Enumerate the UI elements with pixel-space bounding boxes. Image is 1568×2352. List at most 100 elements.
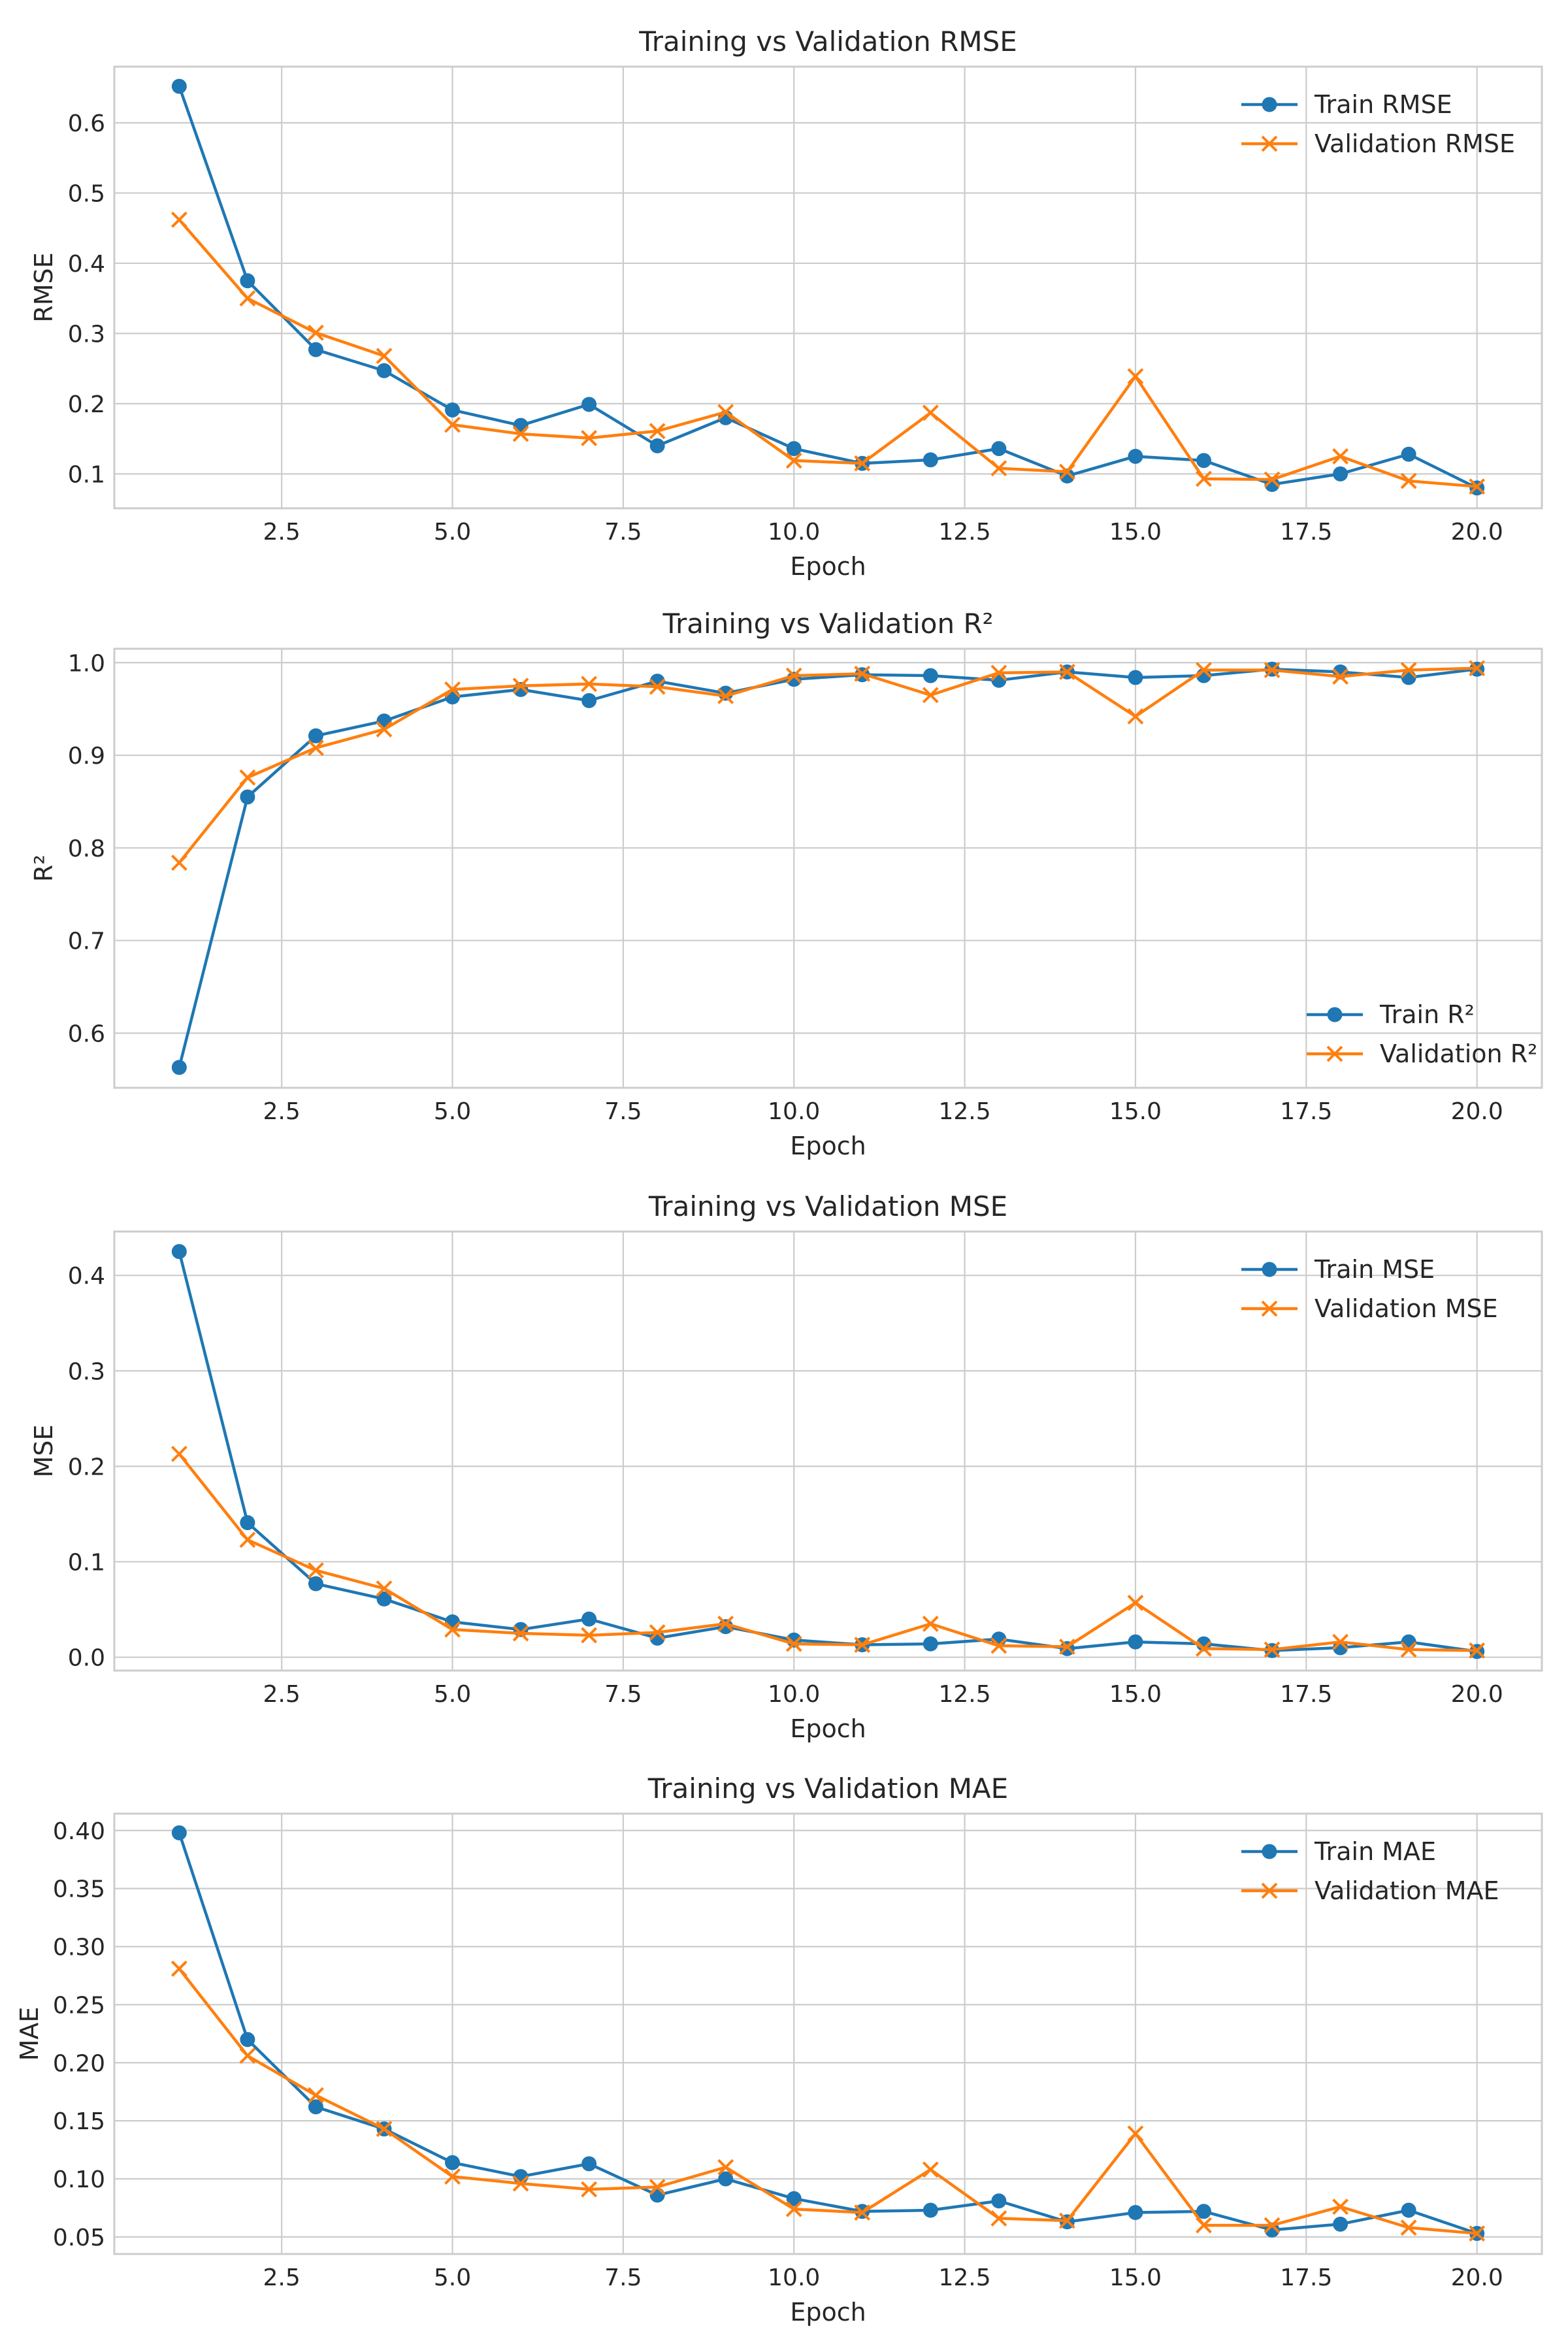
data-point-marker — [307, 740, 324, 757]
x-tick-label: 15.0 — [1109, 2264, 1162, 2291]
data-point-marker — [308, 1576, 323, 1592]
data-point-marker — [785, 667, 802, 684]
x-tick-label: 17.5 — [1280, 1098, 1332, 1125]
x-tick-label: 2.5 — [263, 1098, 301, 1125]
data-point-marker — [308, 728, 323, 743]
legend-marker — [1261, 1300, 1278, 1317]
data-point-marker — [171, 1445, 188, 1462]
x-tick-label: 20.0 — [1451, 2264, 1503, 2291]
x-tick-label: 20.0 — [1451, 1681, 1503, 1708]
data-point-marker — [1264, 471, 1281, 488]
axes-frame — [113, 647, 1543, 1089]
legend-label: Validation MAE — [1315, 1876, 1499, 1905]
data-point-marker — [1401, 2202, 1416, 2218]
chart-panel-1: 2.5 5.0 7.5 10.0 12.5 15.0 17.5 20.0 0.1 0.2 0.3 0.… — [29, 25, 1543, 581]
data-point-marker — [649, 2179, 666, 2195]
y-tick-label: 1.0 — [68, 650, 105, 677]
series-validation — [171, 660, 1486, 871]
data-point-marker — [785, 452, 802, 469]
data-point-marker — [512, 425, 529, 442]
series-validation — [171, 1445, 1486, 1659]
data-point-marker — [1332, 1633, 1349, 1650]
data-point-marker — [581, 2181, 598, 2198]
data-point-marker — [444, 1621, 461, 1638]
data-point-marker — [1469, 1642, 1486, 1659]
data-point-marker — [1332, 668, 1349, 685]
data-point-marker — [1469, 2225, 1486, 2242]
data-point-marker — [1400, 472, 1417, 489]
data-point-marker — [1333, 2216, 1348, 2232]
data-point-marker — [990, 664, 1007, 681]
legend-label: Validation RMSE — [1315, 129, 1515, 158]
x-tick-label: 20.0 — [1451, 1098, 1503, 1125]
data-point-marker — [1469, 478, 1486, 495]
x-axis-label: Epoch — [790, 1714, 866, 1743]
y-tick-label: 0.8 — [68, 836, 105, 862]
x-tick-label: 7.5 — [604, 519, 642, 546]
data-point-marker — [171, 1060, 187, 1075]
data-point-marker — [649, 678, 666, 695]
data-point-marker — [171, 855, 188, 871]
x-tick-label: 12.5 — [939, 1098, 991, 1125]
data-point-marker — [649, 438, 665, 453]
plot-area — [114, 649, 1542, 1088]
y-tick-label: 0.2 — [68, 391, 105, 418]
data-point-marker — [786, 2191, 802, 2206]
data-point-marker — [1196, 453, 1211, 468]
data-point-marker — [1128, 2205, 1143, 2221]
data-point-marker — [581, 693, 597, 708]
data-point-marker — [1264, 662, 1281, 679]
chart-title: Training vs Validation R² — [662, 608, 994, 640]
y-tick-label: 0.35 — [53, 1876, 105, 1903]
x-tick-label: 2.5 — [263, 519, 301, 546]
legend-marker — [1326, 1045, 1343, 1062]
data-point-marker — [1128, 448, 1143, 464]
series-validation — [171, 211, 1486, 495]
data-point-marker — [1127, 708, 1144, 725]
data-point-marker — [922, 2161, 939, 2178]
data-point-marker — [649, 1624, 666, 1641]
data-point-marker — [581, 676, 598, 693]
data-point-marker — [512, 2175, 529, 2192]
x-axis-label: Epoch — [790, 1132, 866, 1160]
data-point-marker — [1128, 670, 1143, 685]
data-point-marker — [1264, 2217, 1281, 2234]
data-point-marker — [1127, 368, 1144, 385]
data-point-marker — [717, 1616, 734, 1632]
y-tick-label: 0.1 — [68, 461, 105, 488]
series-line — [178, 1452, 1477, 1652]
data-point-marker — [239, 769, 256, 786]
y-tick-label: 0.40 — [53, 1818, 105, 1845]
legend: Train RMSE Validation RMSE — [1241, 90, 1515, 158]
data-point-marker — [376, 1580, 393, 1597]
data-point-marker — [171, 211, 188, 228]
x-tick-label: 7.5 — [604, 2264, 642, 2291]
legend-label: Train RMSE — [1314, 90, 1452, 119]
legend-label: Train R² — [1379, 1000, 1475, 1029]
x-tick-label: 12.5 — [939, 2264, 991, 2291]
x-tick-label: 10.0 — [768, 519, 820, 546]
data-point-marker — [239, 2048, 256, 2065]
data-point-marker — [1400, 1641, 1417, 1658]
data-point-marker — [376, 2121, 393, 2137]
data-point-marker — [171, 1244, 187, 1260]
data-point-marker — [308, 342, 323, 357]
data-point-marker — [1332, 2198, 1349, 2215]
data-point-marker — [171, 78, 187, 94]
data-point-marker — [854, 455, 871, 472]
data-point-marker — [1196, 470, 1212, 487]
data-point-marker — [376, 363, 392, 378]
legend: Train MAE Validation MAE — [1241, 1837, 1499, 1905]
y-tick-label: 0.6 — [68, 110, 105, 137]
x-axis-label: Epoch — [790, 552, 866, 581]
plot-area — [114, 1232, 1542, 1671]
data-point-marker — [785, 1635, 802, 1652]
x-tick-label: 5.0 — [434, 519, 471, 546]
data-point-marker — [1401, 670, 1416, 685]
data-point-marker — [922, 687, 939, 704]
data-point-marker — [649, 423, 666, 440]
y-axis-label: RMSE — [29, 252, 58, 322]
data-point-marker — [649, 674, 665, 689]
data-point-marker — [1058, 2212, 1075, 2229]
series-line — [178, 1967, 1477, 2235]
